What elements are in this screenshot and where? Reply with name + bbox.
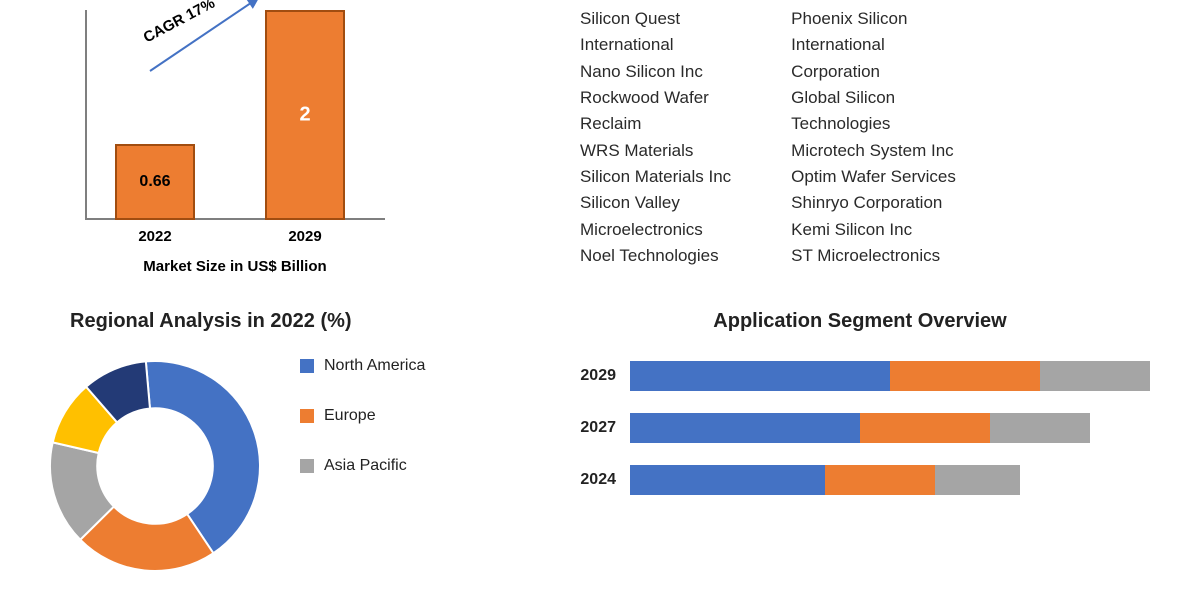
company-line: Technologies: [791, 111, 956, 137]
hbar-row: 2027: [560, 413, 1160, 443]
bar: 0.66: [115, 144, 195, 220]
company-line: Kemi Silicon Inc: [791, 217, 956, 243]
regional-legend: North America Europe Asia Pacific: [300, 351, 425, 475]
top-row: 0.662 CAGR 17% 20222029 Market Size in U…: [0, 0, 1200, 300]
hbar-track: [630, 361, 1150, 391]
hbar-segment: [1040, 361, 1150, 391]
companies-panel: Silicon QuestInternationalNano Silicon I…: [420, 0, 1200, 300]
company-line: ST Microelectronics: [791, 243, 956, 269]
legend-item: Asia Pacific: [300, 457, 425, 475]
bar-x-label: 2022: [115, 228, 195, 245]
hbar-segment: [890, 361, 1040, 391]
regional-analysis-panel: Regional Analysis in 2022 (%) North Amer…: [0, 300, 560, 600]
company-line: Rockwood Wafer: [580, 85, 731, 111]
regional-donut-chart: [40, 351, 270, 581]
hbar-row: 2024: [560, 465, 1160, 495]
company-line: International: [791, 32, 956, 58]
company-line: Microelectronics: [580, 217, 731, 243]
company-line: International: [580, 32, 731, 58]
company-line: Silicon Materials Inc: [580, 164, 731, 190]
company-line: Silicon Quest: [580, 6, 731, 32]
market-size-bar-chart: 0.662 CAGR 17% 20222029 Market Size in U…: [0, 0, 420, 300]
bar-x-labels: 2022 2029: [85, 228, 385, 252]
company-line: WRS Materials: [580, 138, 731, 164]
legend-label: Asia Pacific: [324, 457, 407, 475]
bar: 2: [265, 10, 345, 220]
application-title: Application Segment Overview: [560, 310, 1160, 333]
bar-x-label: 2029: [265, 228, 345, 245]
bar-chart-caption: Market Size in US$ Billion: [85, 258, 385, 275]
company-line: Corporation: [791, 59, 956, 85]
hbar-segment: [825, 465, 935, 495]
hbar-segment: [935, 465, 1020, 495]
legend-label: Europe: [324, 407, 376, 425]
legend-label: North America: [324, 357, 425, 375]
company-line: Noel Technologies: [580, 243, 731, 269]
hbar-label: 2027: [560, 419, 630, 437]
application-segment-panel: Application Segment Overview 20292027202…: [560, 300, 1200, 600]
company-line: Silicon Valley: [580, 190, 731, 216]
hbar-label: 2029: [560, 367, 630, 385]
company-line: Microtech System Inc: [791, 138, 956, 164]
hbar-segment: [630, 361, 890, 391]
company-line: Optim Wafer Services: [791, 164, 956, 190]
company-line: Nano Silicon Inc: [580, 59, 731, 85]
application-bars: 2029 2027 2024: [560, 361, 1160, 495]
hbar-track: [630, 465, 1020, 495]
legend-item: Europe: [300, 407, 425, 425]
bottom-row: Regional Analysis in 2022 (%) North Amer…: [0, 300, 1200, 600]
bar-area: 0.66 2: [85, 10, 385, 220]
donut-legend-row: North America Europe Asia Pacific: [0, 351, 560, 581]
company-line: Global Silicon: [791, 85, 956, 111]
legend-swatch: [300, 409, 314, 423]
company-line: Phoenix Silicon: [791, 6, 956, 32]
hbar-row: 2029: [560, 361, 1160, 391]
hbar-segment: [860, 413, 990, 443]
regional-title: Regional Analysis in 2022 (%): [0, 310, 560, 333]
legend-swatch: [300, 459, 314, 473]
legend-item: North America: [300, 357, 425, 375]
hbar-segment: [630, 465, 825, 495]
company-line: Reclaim: [580, 111, 731, 137]
bar-value: 0.66: [117, 173, 193, 191]
companies-column-2: Phoenix SiliconInternationalCorporationG…: [791, 6, 956, 300]
bar-value: 2: [267, 104, 343, 127]
company-line: Shinryo Corporation: [791, 190, 956, 216]
hbar-segment: [990, 413, 1090, 443]
legend-swatch: [300, 359, 314, 373]
companies-column-1: Silicon QuestInternationalNano Silicon I…: [580, 6, 731, 300]
hbar-label: 2024: [560, 471, 630, 489]
hbar-track: [630, 413, 1090, 443]
hbar-segment: [630, 413, 860, 443]
